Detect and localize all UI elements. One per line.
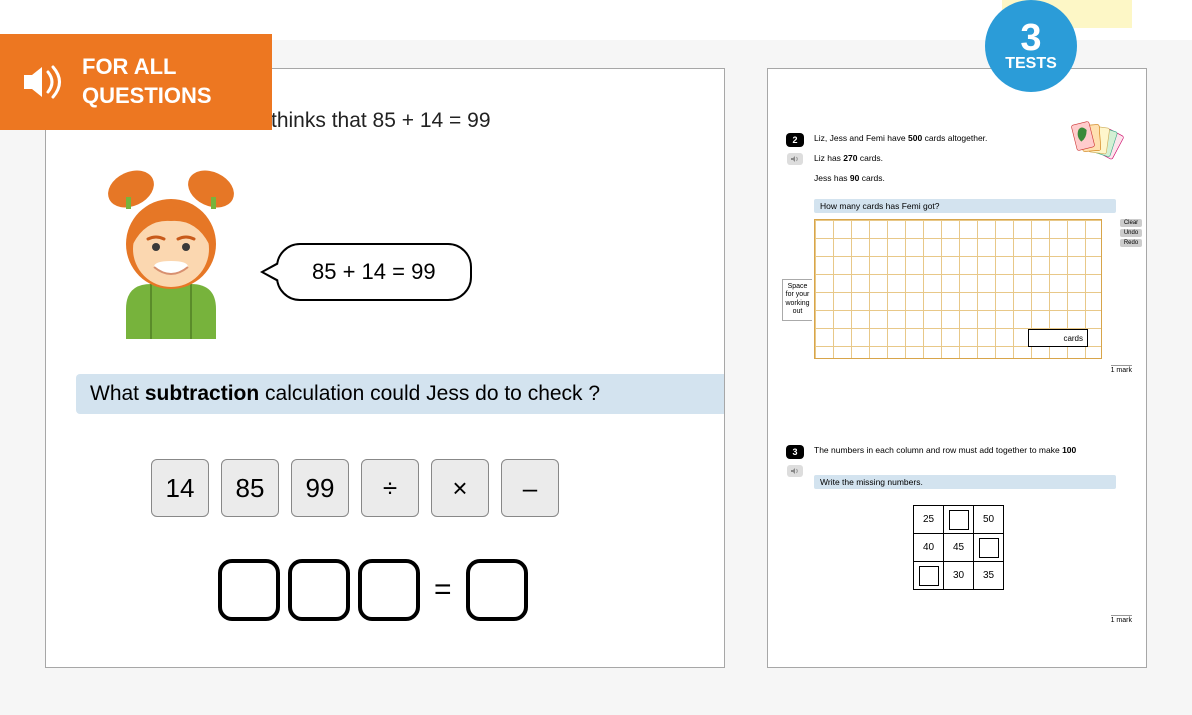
q2-speaker-icon[interactable]: [787, 153, 803, 165]
tile-minus[interactable]: –: [501, 459, 559, 517]
speaker-icon: [18, 57, 68, 107]
q3-speaker-icon[interactable]: [787, 465, 803, 477]
answer-slot-2[interactable]: [288, 559, 350, 621]
tile-99[interactable]: 99: [291, 459, 349, 517]
q3-cell-1-1: 45: [944, 534, 974, 562]
q3-cell-0-1[interactable]: [944, 506, 974, 534]
q2-line1: Liz, Jess and Femi have 500 cards altoge…: [814, 133, 987, 143]
q3-number: 3: [786, 445, 804, 459]
answer-slot-4[interactable]: [466, 559, 528, 621]
intro-text: thinks that 85 + 14 = 99: [271, 109, 491, 133]
q3-cell-0-2: 50: [974, 506, 1004, 534]
q3-mark: 1 mark: [1111, 615, 1132, 624]
q3-cell-0-0: 25: [914, 506, 944, 534]
question-pre: What: [90, 382, 145, 405]
q3-cell-2-2: 35: [974, 562, 1004, 590]
banner-line-2: QUESTIONS: [82, 82, 212, 111]
q2-question-bar: How many cards has Femi got?: [814, 199, 1116, 213]
question-post: calculation could Jess do to check ?: [259, 382, 600, 405]
banner-line-1: FOR ALL: [82, 53, 212, 82]
clear-button[interactable]: Clear: [1120, 219, 1142, 227]
drag-tiles: 14 85 99 ÷ × –: [151, 459, 559, 517]
speech-bubble: 85 + 14 = 99: [276, 243, 472, 301]
q3-cell-1-2[interactable]: [974, 534, 1004, 562]
tile-14[interactable]: 14: [151, 459, 209, 517]
tile-divide[interactable]: ÷: [361, 459, 419, 517]
answer-slot-3[interactable]: [358, 559, 420, 621]
avatar-jess: [96, 169, 246, 339]
badge-label: TESTS: [1005, 55, 1057, 73]
equals-sign: =: [428, 573, 458, 607]
answer-slot-1[interactable]: [218, 559, 280, 621]
q3-number-grid: 25 50 40 45 30 35: [913, 505, 1004, 590]
q3-line1: The numbers in each column and row must …: [814, 445, 1126, 455]
q2-answer-box[interactable]: cards: [1028, 329, 1088, 347]
q3-question-bar: Write the missing numbers.: [814, 475, 1116, 489]
cards-illustration: [1066, 119, 1126, 171]
tests-badge: 3 TESTS: [985, 0, 1077, 92]
answer-slots: =: [218, 559, 528, 621]
undo-button[interactable]: Undo: [1120, 229, 1142, 237]
q3-cell-1-0: 40: [914, 534, 944, 562]
audio-banner[interactable]: FOR ALL QUESTIONS: [0, 34, 272, 130]
redo-button[interactable]: Redo: [1120, 239, 1142, 247]
question-bold: subtraction: [145, 382, 259, 405]
q2-working-label: Space for your working out: [782, 279, 812, 321]
question-bar: What subtraction calculation could Jess …: [76, 374, 724, 414]
q2-mark: 1 mark: [1111, 365, 1132, 374]
q2-toolbar: Clear Undo Redo: [1120, 219, 1142, 249]
q2-line3: Jess has 90 cards.: [814, 173, 885, 183]
banner-text: FOR ALL QUESTIONS: [82, 53, 212, 110]
q3-cell-2-1: 30: [944, 562, 974, 590]
q2-line2: Liz has 270 cards.: [814, 153, 883, 163]
badge-number: 3: [1020, 19, 1041, 57]
tile-85[interactable]: 85: [221, 459, 279, 517]
tile-multiply[interactable]: ×: [431, 459, 489, 517]
q3-cell-2-0[interactable]: [914, 562, 944, 590]
q2-number: 2: [786, 133, 804, 147]
preview-panel: 2 Liz, Jess and Femi have 500 cards alto…: [767, 68, 1147, 668]
main-question-panel: thinks that 85 + 14 = 99 85 + 14 = 99 Wh…: [45, 68, 725, 668]
bubble-text: 85 + 14 = 99: [312, 259, 436, 284]
